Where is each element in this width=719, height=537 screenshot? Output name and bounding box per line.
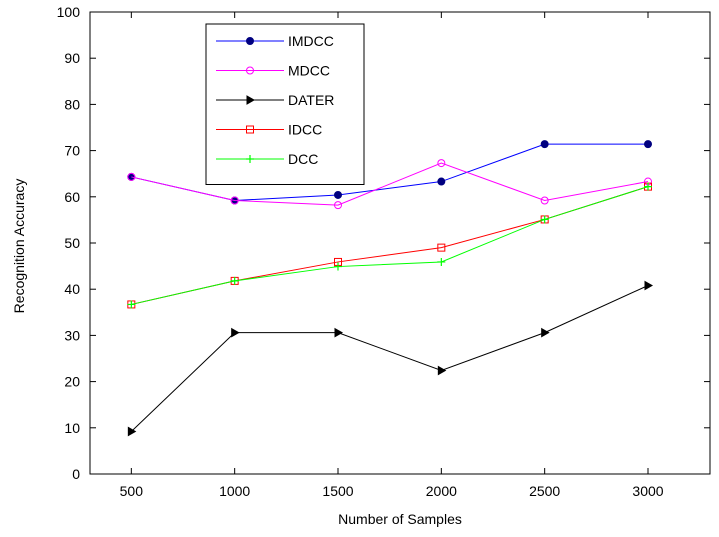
legend-box <box>205 23 365 185</box>
series-line-dcc <box>131 186 649 305</box>
data-point-dater <box>644 280 654 291</box>
legend-marker <box>246 66 254 75</box>
series-line-dater <box>130 285 649 432</box>
legend-item-dater: DATER <box>216 92 334 108</box>
data-point-mdcc <box>334 201 342 210</box>
data-point-dater <box>334 327 344 338</box>
x-tick-label: 3000 <box>632 483 663 499</box>
data-point-imdcc <box>334 190 342 199</box>
y-tick-label: 80 <box>64 96 80 112</box>
series-mdcc <box>127 159 652 210</box>
data-point-dcc <box>230 276 239 285</box>
legend-item-mdcc: MDCC <box>216 63 330 79</box>
axes: 0 10 20 30 40 50 60 70 80 90 100 500 1000 1500 2000 250… <box>57 4 711 499</box>
data-point-mdcc <box>540 196 549 205</box>
legend-item-dcc: DCC <box>216 151 318 167</box>
data-point-dater <box>127 426 137 437</box>
y-axis-label: Recognition Accuracy <box>11 179 27 314</box>
x-tick-label: 500 <box>120 483 144 499</box>
x-tick-label: 2000 <box>426 483 457 499</box>
series-lines <box>127 140 654 437</box>
legend-marker <box>246 95 256 105</box>
y-tick-label: 60 <box>64 189 80 205</box>
x-axis-label: Number of Samples <box>338 511 462 527</box>
y-tick-label: 100 <box>57 4 81 20</box>
legend-label: DCC <box>288 151 318 167</box>
y-tick-label: 10 <box>64 420 80 436</box>
x-tick-label: 1000 <box>219 483 250 499</box>
data-point-mdcc <box>230 196 239 205</box>
y-tick-label: 0 <box>72 466 80 482</box>
legend: IMDCC MDCC DATER IDCC DCC <box>205 23 365 185</box>
y-tick-label: 20 <box>64 374 80 390</box>
data-point-mdcc <box>127 172 136 181</box>
data-point-imdcc <box>437 177 446 186</box>
data-point-dater <box>231 327 240 338</box>
legend-item-imdcc: IMDCC <box>216 33 334 49</box>
data-point-dater <box>541 327 550 338</box>
y-tick-label: 40 <box>64 281 80 297</box>
data-point-dcc <box>127 300 136 309</box>
x-tick-label: 1500 <box>322 483 353 499</box>
legend-label: DATER <box>288 92 334 108</box>
legend-marker <box>246 155 254 163</box>
data-point-dcc <box>644 182 652 191</box>
series-dcc <box>127 182 652 309</box>
y-tick-label: 50 <box>64 235 80 251</box>
y-tick-label: 90 <box>64 50 80 66</box>
data-point-idcc <box>437 243 446 252</box>
legend-marker <box>246 37 254 45</box>
data-point-mdcc <box>437 159 446 168</box>
data-point-dcc <box>437 257 446 266</box>
data-point-dater <box>437 365 447 376</box>
data-point-imdcc <box>644 140 652 149</box>
legend-label: IDCC <box>288 122 322 138</box>
data-point-dcc <box>334 262 342 271</box>
series-line-mdcc <box>131 162 649 206</box>
y-tick-label: 30 <box>64 327 80 343</box>
legend-item-idcc: IDCC <box>216 122 322 138</box>
legend-label: IMDCC <box>288 33 334 49</box>
data-point-imdcc <box>540 140 549 149</box>
x-tick-label: 2500 <box>529 483 560 499</box>
legend-marker <box>246 125 254 134</box>
data-point-dcc <box>540 215 549 224</box>
legend-label: MDCC <box>288 63 330 79</box>
plot-area-frame <box>89 11 711 475</box>
y-tick-label: 70 <box>64 143 80 159</box>
series-dater <box>127 280 654 437</box>
